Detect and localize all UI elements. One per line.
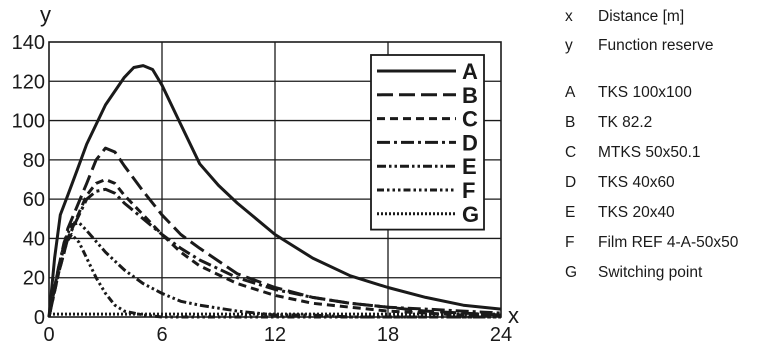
series-lines [47,64,502,319]
y-tick-label: 120 [12,71,45,93]
series-line-b [47,146,502,318]
key-label: TKS 100x100 [598,84,692,101]
series-line-d [47,187,502,318]
key-code: G [565,264,578,281]
x-tick-label: 6 [156,324,167,346]
key-code: A [565,84,576,101]
y-tick-label: 60 [23,189,45,211]
x-tick-label: 0 [43,324,54,346]
x-tick-label: 12 [264,324,286,346]
legend-label-g: G [462,202,479,227]
legend-label-b: B [462,83,478,108]
key-label: Function reserve [598,37,714,54]
key-label: TK 82.2 [598,114,653,131]
y-tick-label: 80 [23,150,45,172]
key-row-x: x Distance [m] [565,8,684,26]
y-tick-label: 100 [12,111,45,133]
key-code: x [565,8,573,25]
key-label: Switching point [598,264,703,281]
y-tick-label: 0 [34,307,45,329]
key-label: TKS 20x40 [598,204,675,221]
x-tick-label: 24 [490,324,512,346]
y-tick-label: 40 [23,228,45,250]
series-line-e [47,221,501,319]
key-label: MTKS 50x50.1 [598,144,701,161]
key-code: E [565,204,576,221]
key-row-e: E TKS 20x40 [565,204,675,222]
legend-label-d: D [462,130,478,155]
key-code: D [565,174,577,191]
key-row-y: y Function reserve [565,37,713,55]
y-tick-label: 20 [23,268,45,290]
legend-label-a: A [462,59,478,84]
key-row-b: B TK 82.2 [565,114,652,132]
key-code: F [565,234,575,251]
tick-labels: 0 20 40 60 80 100 120 140 0 6 12 18 24 [12,32,513,346]
series-line-c [47,178,501,318]
legend-label-f: F [462,178,475,203]
key-code: C [565,144,577,161]
key-row-a: A TKS 100x100 [565,84,692,102]
key-row-g: G Switching point [565,264,702,282]
key-label: TKS 40x60 [598,174,675,191]
key-label: Film REF 4-A-50x50 [598,234,739,251]
series-line-f [47,233,501,319]
y-axis-letter: y [40,2,51,27]
key-label: Distance [m] [598,8,685,25]
plot-frame [48,41,502,318]
key-row-d: D TKS 40x60 [565,174,675,192]
legend-label-c: C [462,107,478,132]
key-row-f: F Film REF 4-A-50x50 [565,234,738,252]
key-code: y [565,37,573,54]
x-tick-label: 18 [377,324,399,346]
x-axis-letter: x [508,303,519,328]
key-row-c: C MTKS 50x50.1 [565,144,701,162]
y-tick-label: 140 [12,32,45,54]
key-code: B [565,114,576,131]
series-line-a [47,64,502,318]
legend-label-e: E [462,154,477,179]
